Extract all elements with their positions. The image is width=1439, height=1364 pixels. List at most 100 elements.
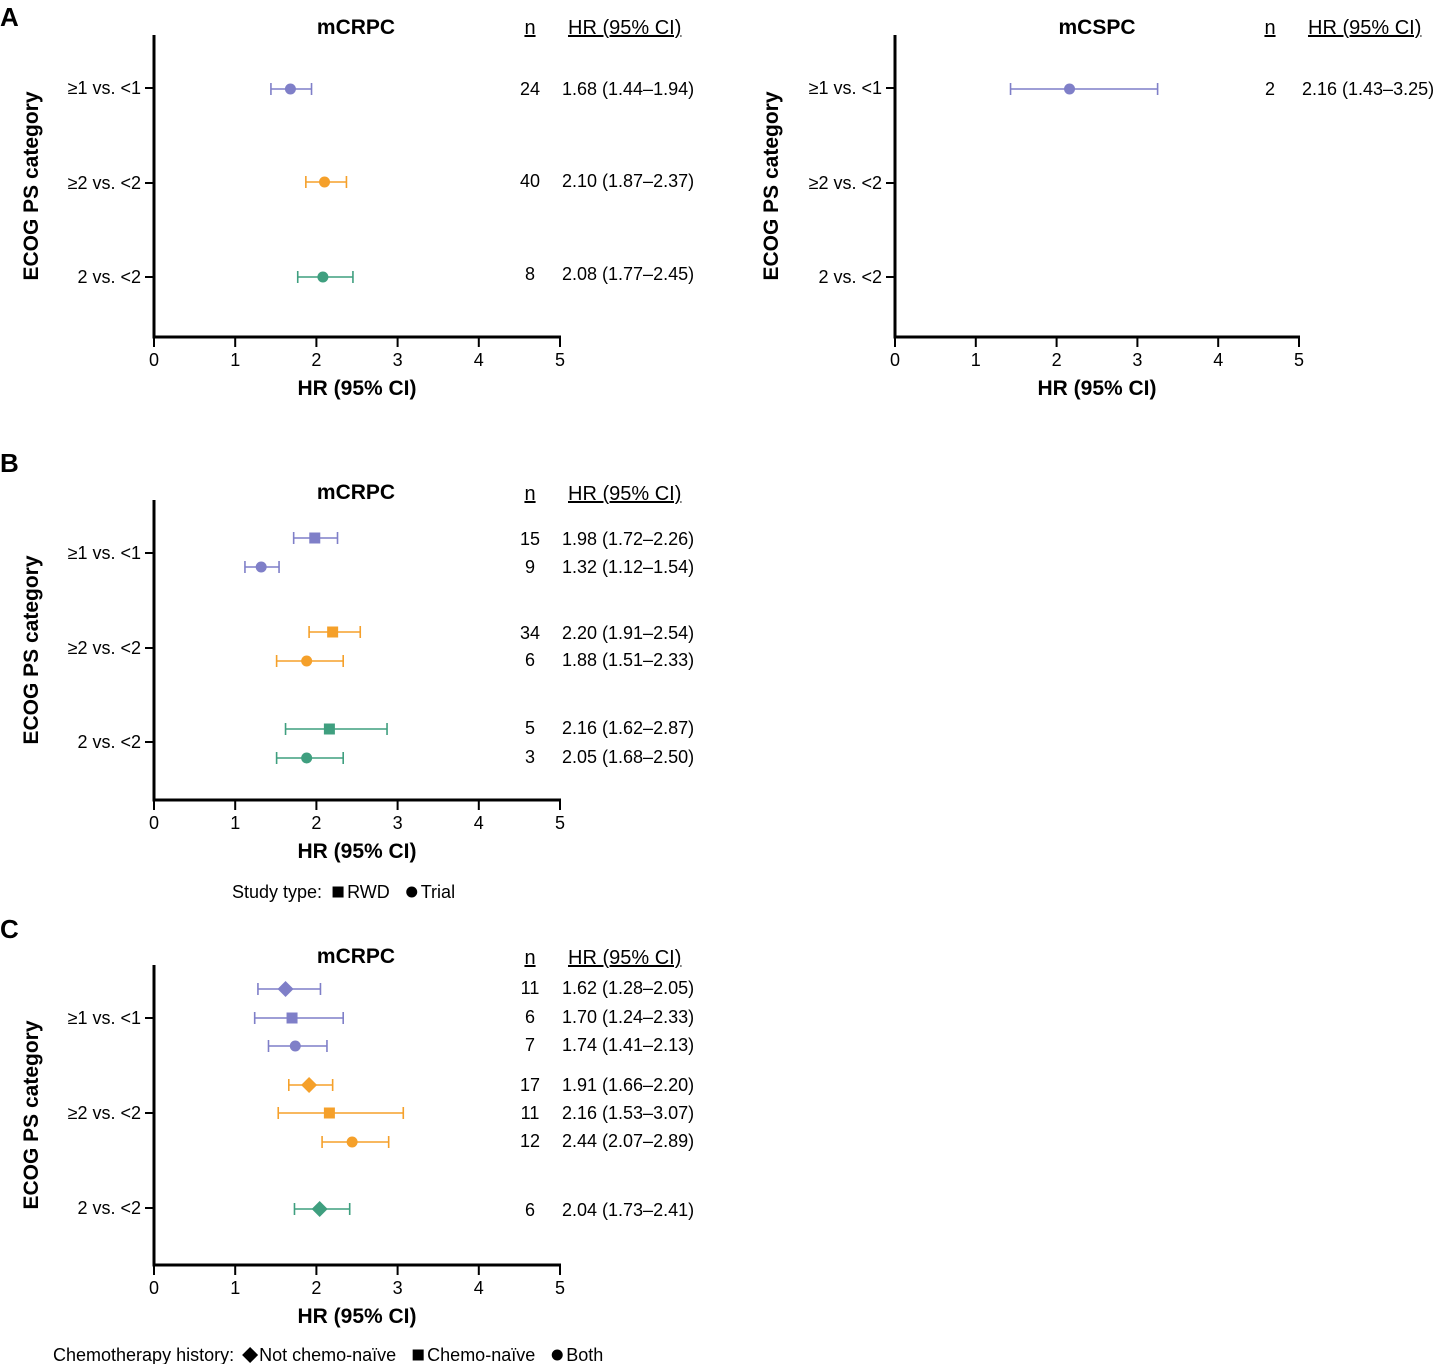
hr-marker-square bbox=[323, 1107, 335, 1119]
n-value: 7 bbox=[525, 1035, 535, 1055]
n-value: 6 bbox=[525, 1007, 535, 1027]
hr-ci-value: 1.74 (1.41–2.13) bbox=[562, 1035, 694, 1055]
hr-ci-value: 1.62 (1.28–2.05) bbox=[562, 978, 694, 998]
category-label: ≥2 vs. <2 bbox=[68, 1103, 141, 1123]
hr-ci-value: 2.20 (1.91–2.54) bbox=[562, 623, 694, 643]
legend-item-label: Both bbox=[566, 1345, 603, 1364]
x-tick-label: 2 bbox=[311, 1278, 321, 1298]
data-point-7 bbox=[293, 1201, 351, 1217]
legend-circle-icon bbox=[551, 1349, 563, 1361]
chart-title: mCSPC bbox=[1058, 16, 1135, 39]
n-value: 40 bbox=[520, 171, 540, 191]
legend-label: Study type: bbox=[232, 882, 322, 902]
n-value: 6 bbox=[525, 1200, 535, 1220]
x-tick-label: 4 bbox=[1213, 350, 1223, 370]
hr-ci-value: 2.05 (1.68–2.50) bbox=[562, 747, 694, 767]
x-axis-label: HR (95% CI) bbox=[297, 840, 416, 863]
hr-ci-value: 1.91 (1.66–2.20) bbox=[562, 1075, 694, 1095]
hr-ci-value: 2.44 (2.07–2.89) bbox=[562, 1131, 694, 1151]
hr-ci-value: 2.16 (1.53–3.07) bbox=[562, 1103, 694, 1123]
n-value: 2 bbox=[1265, 79, 1275, 99]
x-tick-label: 5 bbox=[555, 813, 565, 833]
hr-marker-circle bbox=[255, 561, 267, 573]
n-column-header: n bbox=[1264, 17, 1275, 39]
x-tick-label: 2 bbox=[311, 813, 321, 833]
hr-ci-value: 2.16 (1.43–3.25) bbox=[1302, 79, 1434, 99]
hr-column-header: HR (95% CI) bbox=[1308, 17, 1421, 39]
y-axis-label: ECOG PS category bbox=[760, 91, 783, 280]
hr-marker-diamond bbox=[301, 1077, 318, 1093]
x-tick-label: 3 bbox=[393, 813, 403, 833]
y-axis-label: ECOG PS category bbox=[20, 1020, 43, 1209]
legend-circle-icon bbox=[406, 886, 418, 898]
legend-diamond-icon bbox=[242, 1347, 259, 1363]
x-tick-label: 5 bbox=[1294, 350, 1304, 370]
category-label: ≥2 vs. <2 bbox=[809, 173, 882, 193]
n-value: 24 bbox=[520, 79, 540, 99]
hr-ci-value: 1.70 (1.24–2.33) bbox=[562, 1007, 694, 1027]
hr-marker-diamond bbox=[311, 1201, 328, 1217]
forest-chart-a2-mcspc: mCSPC n HR (95% CI) 0 1 2 3 4 5 HR (95% CI) ≥1 vs.… bbox=[760, 16, 1434, 400]
legend-item-label: Not chemo-naïve bbox=[259, 1345, 396, 1364]
hr-marker-circle bbox=[284, 83, 296, 95]
x-tick-label: 0 bbox=[149, 350, 159, 370]
n-value: 11 bbox=[521, 1103, 540, 1123]
x-axis-label: HR (95% CI) bbox=[297, 1305, 416, 1328]
hr-marker-circle bbox=[301, 655, 313, 667]
x-tick-label: 1 bbox=[230, 350, 240, 370]
hr-marker-square bbox=[327, 626, 339, 638]
category-label: 2 vs. <2 bbox=[77, 732, 141, 752]
hr-marker-circle bbox=[301, 752, 313, 764]
legend-chemotherapy-history: Chemotherapy history: Not chemo-naïve Chem… bbox=[53, 1345, 603, 1364]
data-point-1 bbox=[292, 532, 339, 544]
category-label: ≥1 vs. <1 bbox=[68, 1008, 141, 1028]
n-value: 34 bbox=[520, 623, 540, 643]
data-point-1 bbox=[1009, 83, 1159, 95]
hr-ci-value: 2.08 (1.77–2.45) bbox=[562, 264, 694, 284]
n-value: 5 bbox=[525, 718, 535, 738]
chart-title: mCRPC bbox=[317, 481, 395, 504]
data-point-5 bbox=[277, 1107, 405, 1119]
hr-marker-diamond bbox=[277, 981, 294, 997]
hr-column-header: HR (95% CI) bbox=[568, 17, 681, 39]
x-tick-label: 5 bbox=[555, 1278, 565, 1298]
legend-square-icon bbox=[332, 886, 344, 898]
x-tick-label: 0 bbox=[890, 350, 900, 370]
n-value: 15 bbox=[520, 529, 540, 549]
x-tick-label: 0 bbox=[149, 1278, 159, 1298]
hr-marker-square bbox=[309, 532, 321, 544]
hr-ci-value: 2.04 (1.73–2.41) bbox=[562, 1200, 694, 1220]
legend-item-label: Chemo-naïve bbox=[427, 1345, 535, 1364]
y-axis-label: ECOG PS category bbox=[20, 91, 43, 280]
category-label: ≥2 vs. <2 bbox=[68, 173, 141, 193]
data-point-2 bbox=[305, 176, 348, 188]
data-point-4 bbox=[287, 1077, 334, 1093]
n-value: 3 bbox=[525, 747, 535, 767]
data-point-3 bbox=[267, 1040, 328, 1052]
legend-label: Chemotherapy history: bbox=[53, 1345, 234, 1364]
x-tick-label: 3 bbox=[393, 1278, 403, 1298]
hr-ci-value: 1.88 (1.51–2.33) bbox=[562, 650, 694, 670]
hr-marker-square bbox=[286, 1012, 298, 1024]
panel-letter: A bbox=[0, 2, 19, 32]
x-tick-label: 4 bbox=[474, 813, 484, 833]
data-point-6 bbox=[275, 752, 344, 764]
x-tick-label: 3 bbox=[393, 350, 403, 370]
category-label: 2 vs. <2 bbox=[77, 1198, 141, 1218]
hr-marker-circle bbox=[317, 271, 329, 283]
legend-item-label: Trial bbox=[421, 882, 455, 902]
x-tick-label: 2 bbox=[1052, 350, 1062, 370]
chart-title: mCRPC bbox=[317, 16, 395, 39]
n-value: 11 bbox=[521, 978, 540, 998]
n-value: 6 bbox=[525, 650, 535, 670]
panel-letter: C bbox=[0, 914, 19, 944]
data-point-5 bbox=[284, 723, 388, 735]
category-label: ≥1 vs. <1 bbox=[68, 78, 141, 98]
x-axis-label: HR (95% CI) bbox=[297, 377, 416, 400]
x-tick-label: 4 bbox=[474, 1278, 484, 1298]
data-point-6 bbox=[321, 1136, 390, 1148]
n-column-header: n bbox=[524, 947, 535, 969]
x-tick-label: 3 bbox=[1132, 350, 1142, 370]
